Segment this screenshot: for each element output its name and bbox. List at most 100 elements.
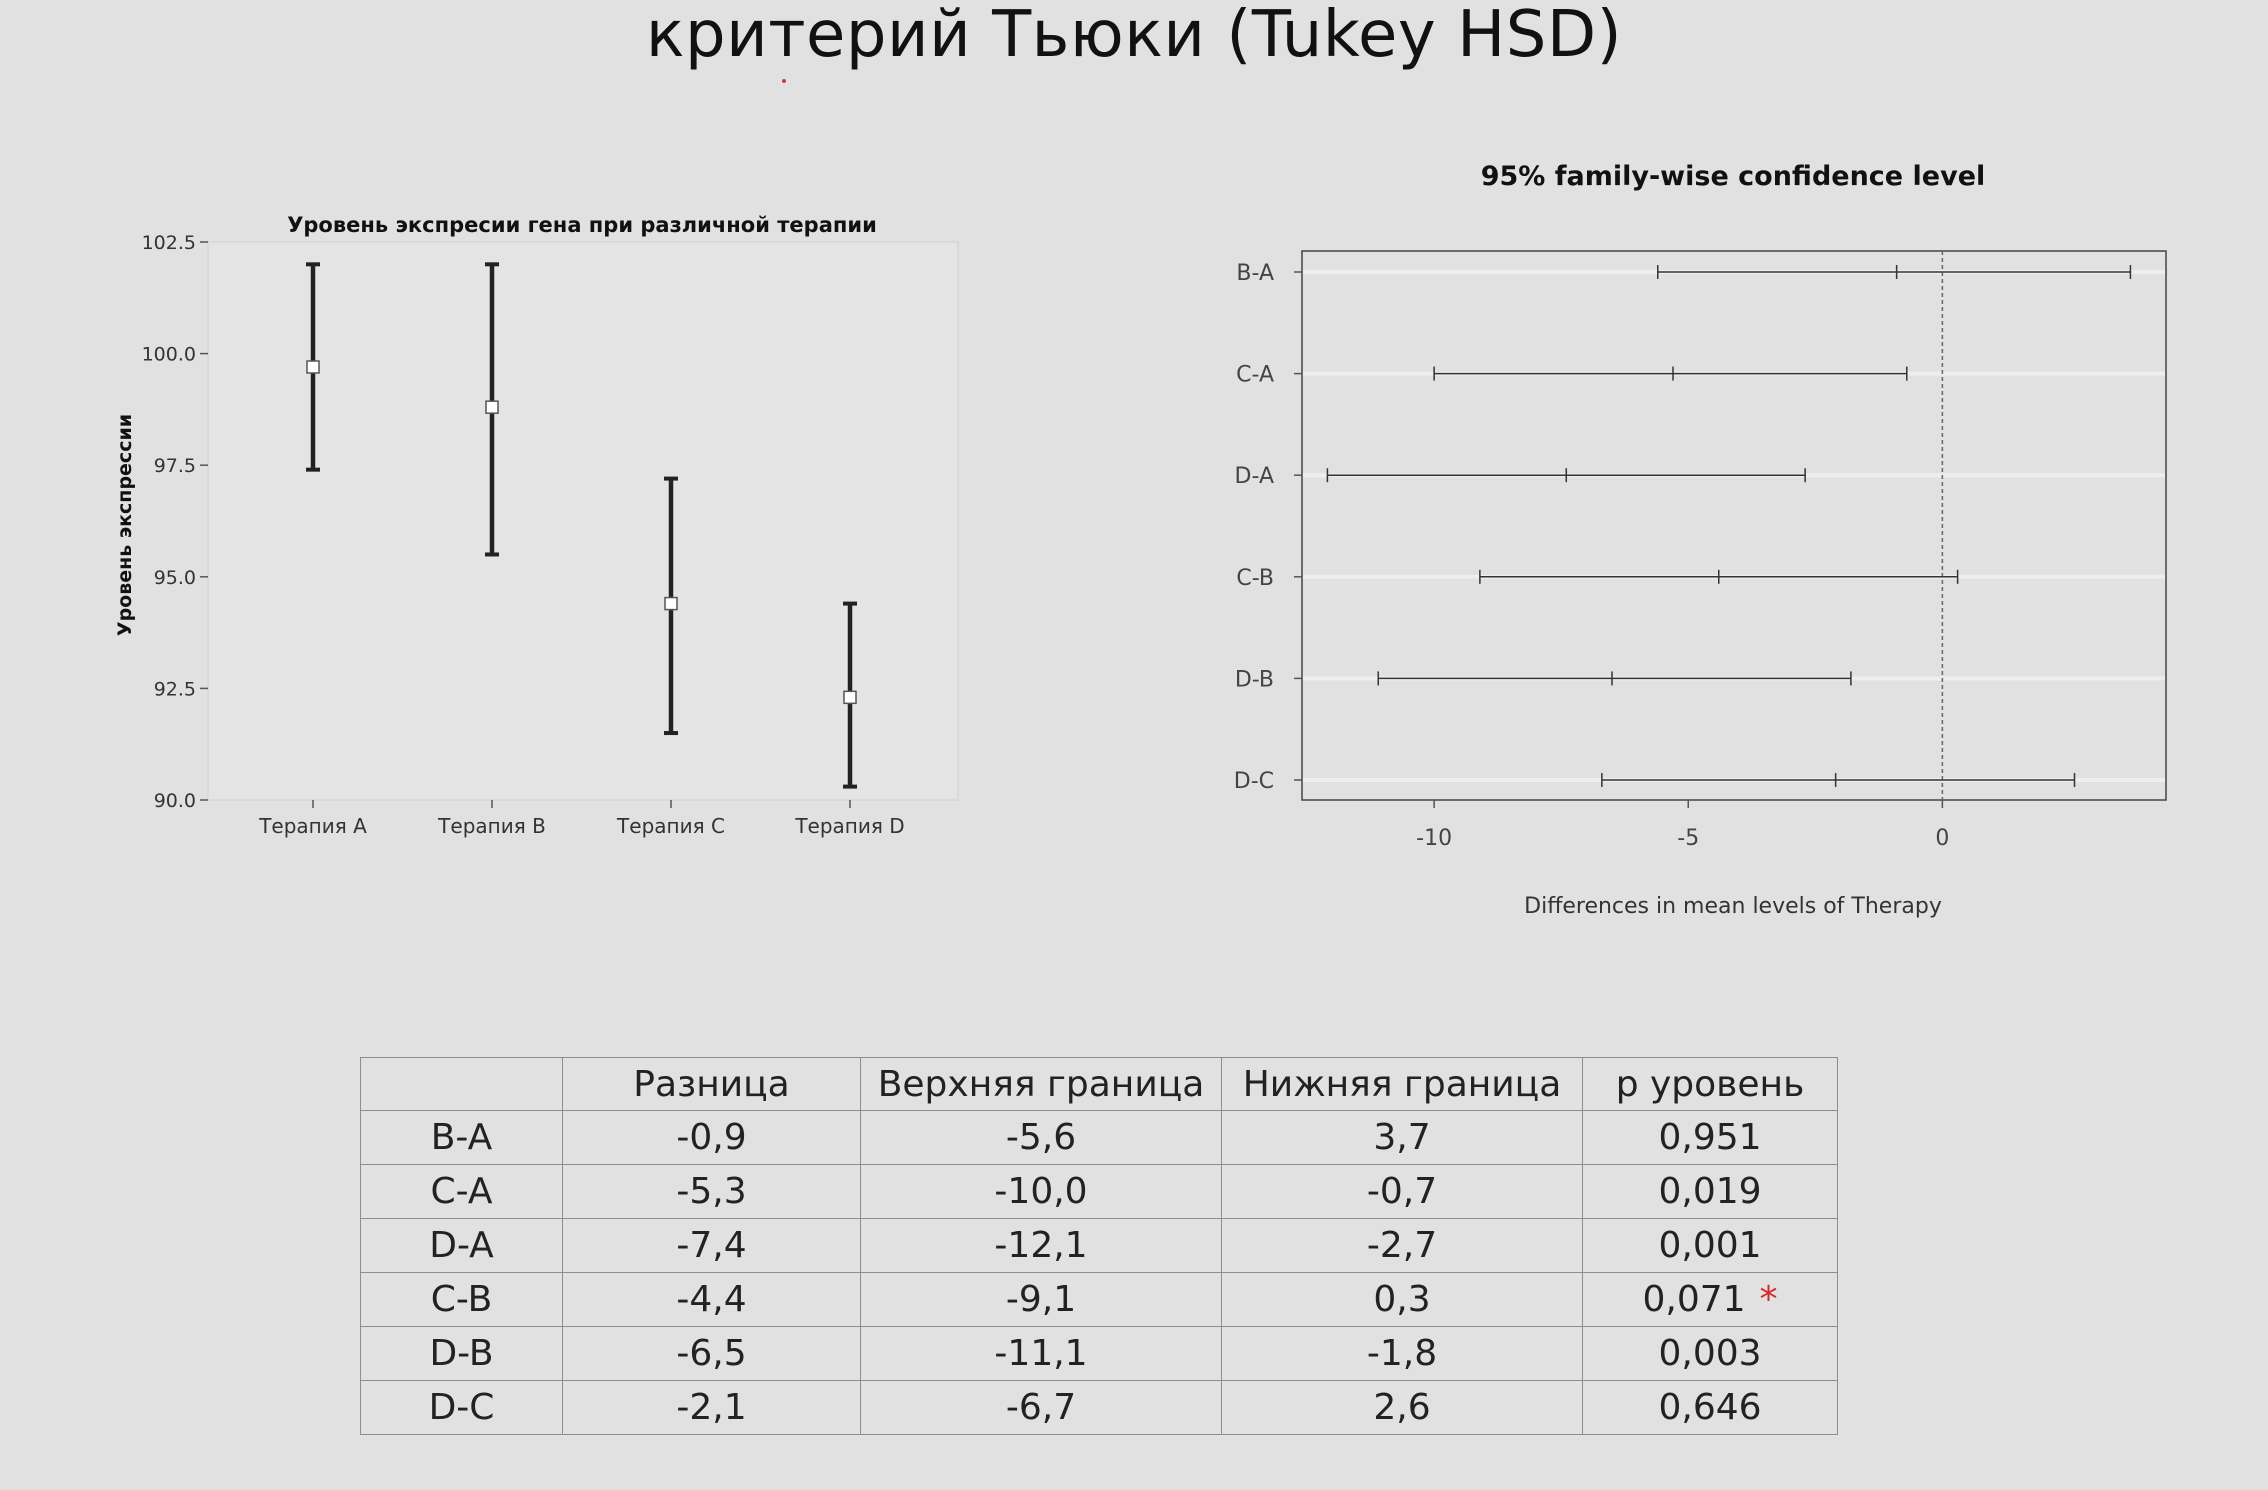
table-cell-lower: 0,3 [1221, 1272, 1583, 1327]
table-cell-pair: C-B [360, 1272, 563, 1327]
table-cell-p: 0,951 [1582, 1110, 1838, 1165]
cell-value: -5,6 [1005, 1117, 1077, 1158]
y-tick-label: 97.5 [154, 455, 196, 477]
table-cell-pair: D-B [360, 1326, 563, 1381]
x-tick-label: Терапия C [616, 814, 725, 838]
error-bar-chart: Уровень экспресии гена при различной тер… [114, 213, 959, 838]
cell-value: C-A [430, 1171, 493, 1212]
cell-value: 0,019 [1658, 1171, 1762, 1212]
cell-value: -2,7 [1366, 1225, 1438, 1266]
table-row: B-A -0,9 -5,6 3,7 0,951 [360, 1110, 1838, 1165]
cell-value: -9,1 [1005, 1279, 1077, 1320]
table-cell-diff: -5,3 [562, 1164, 861, 1219]
cell-value: 0,071 [1642, 1279, 1746, 1320]
cell-value: -6,7 [1005, 1387, 1077, 1428]
cell-value: -5,3 [676, 1171, 747, 1212]
table-cell-upper: -10,0 [860, 1164, 1222, 1219]
cell-value: -12,1 [994, 1225, 1088, 1266]
cell-value: B-A [430, 1117, 493, 1158]
table-cell-upper: -12,1 [860, 1218, 1222, 1273]
x-tick-label: Терапия A [258, 814, 367, 838]
cell-value: 0,646 [1658, 1387, 1762, 1428]
table-cell-diff: -7,4 [562, 1218, 861, 1273]
table-cell-lower: 3,7 [1221, 1110, 1583, 1165]
table-cell-upper: -11,1 [860, 1326, 1222, 1381]
table-header-row: Разница Верхняя граница Нижняя граница р… [360, 1057, 1838, 1111]
table-cell-lower: -0,7 [1221, 1164, 1583, 1219]
y-tick-label: 100.0 [142, 344, 196, 366]
cell-value: 0,951 [1658, 1117, 1762, 1158]
table-row: D-C -2,1 -6,7 2,6 0,646 [360, 1380, 1838, 1435]
cell-value: -10,0 [994, 1171, 1088, 1212]
cell-value: D-A [429, 1225, 494, 1266]
cell-value: -6,5 [676, 1333, 747, 1374]
x-tick-label: 0 [1935, 826, 1949, 851]
y-tick-label: D-A [1235, 464, 1274, 489]
table-cell-lower: 2,6 [1221, 1380, 1583, 1435]
table-header-cell: Разница [562, 1057, 861, 1111]
cell-value: -1,8 [1366, 1333, 1438, 1374]
table-cell-upper: -9,1 [860, 1272, 1222, 1327]
x-tick-label: -10 [1416, 826, 1452, 851]
table-cell-diff: -6,5 [562, 1326, 861, 1381]
mean-point [306, 360, 320, 374]
table-cell-pair: C-A [360, 1164, 563, 1219]
table-cell-p: 0,001 [1582, 1218, 1838, 1273]
cell-value: 0,3 [1373, 1279, 1431, 1320]
cell-value: 0,003 [1658, 1333, 1762, 1374]
y-tick-label: 90.0 [154, 790, 196, 812]
table-cell-upper: -5,6 [860, 1110, 1222, 1165]
y-tick-label: C-B [1236, 566, 1274, 591]
table-cell-pair: D-C [360, 1380, 563, 1435]
slide-title: критерий Тьюки (Tukey HSD) [645, 0, 1623, 72]
y-axis-label: Уровень экспрессии [114, 414, 136, 636]
chart-title: Уровень экспресии гена при различной тер… [287, 213, 877, 237]
table-header-cell: р уровень [1582, 1057, 1838, 1111]
table-header-cell [360, 1057, 563, 1111]
chart-title: 95% family-wise confidence level [1481, 161, 1986, 192]
table-cell-p: 0,071 * [1582, 1272, 1838, 1327]
table-cell-diff: -2,1 [562, 1380, 861, 1435]
mean-point [485, 400, 499, 414]
cell-value: -2,1 [676, 1387, 747, 1428]
table-row: D-B -6,5 -11,1 -1,8 0,003 [360, 1326, 1838, 1381]
results-table: Разница Верхняя граница Нижняя граница р… [360, 1057, 1838, 1435]
table-row: C-A -5,3 -10,0 -0,7 0,019 [360, 1164, 1838, 1219]
table-header-cell: Верхняя граница [860, 1057, 1222, 1111]
cell-value: D-C [428, 1387, 495, 1428]
table-cell-pair: D-A [360, 1218, 563, 1273]
cell-value: -0,9 [676, 1117, 747, 1158]
mean-point [843, 690, 857, 705]
table-row: D-A -7,4 -12,1 -2,7 0,001 [360, 1218, 1838, 1273]
table-header-cell: Нижняя граница [1221, 1057, 1583, 1111]
table-cell-lower: -1,8 [1221, 1326, 1583, 1381]
y-tick-label: 95.0 [154, 567, 196, 589]
x-tick-label: Терапия D [794, 814, 904, 838]
table-cell-p: 0,003 [1582, 1326, 1838, 1381]
table-cell-pair: B-A [360, 1110, 563, 1165]
cell-value: -11,1 [994, 1333, 1088, 1374]
cell-value: D-B [429, 1333, 494, 1374]
y-tick-label: D-C [1234, 769, 1274, 794]
x-axis-label: Differences in mean levels of Therapy [1524, 894, 1942, 919]
cell-value: -4,4 [676, 1279, 747, 1320]
table-cell-diff: -4,4 [562, 1272, 861, 1327]
significance-star: * [1759, 1279, 1778, 1320]
cell-value: C-B [430, 1279, 493, 1320]
cell-value: 0,001 [1658, 1225, 1762, 1266]
plot-area [207, 241, 959, 801]
x-tick-label: Терапия B [437, 814, 546, 838]
x-tick-label: -5 [1677, 826, 1699, 851]
tukey-ci-chart: 95% family-wise confidence level B-A C-A D… [1234, 161, 2167, 919]
y-tick-label: B-A [1236, 261, 1274, 286]
y-tick-label: D-B [1235, 667, 1274, 692]
cell-value: 3,7 [1373, 1117, 1431, 1158]
cell-value: -7,4 [676, 1225, 747, 1266]
plot-area [1301, 250, 2167, 801]
table-cell-lower: -2,7 [1221, 1218, 1583, 1273]
cell-value: -0,7 [1366, 1171, 1438, 1212]
mean-point [664, 596, 678, 611]
y-tick-label: 102.5 [142, 232, 196, 254]
table-cell-diff: -0,9 [562, 1110, 861, 1165]
table-cell-upper: -6,7 [860, 1380, 1222, 1435]
